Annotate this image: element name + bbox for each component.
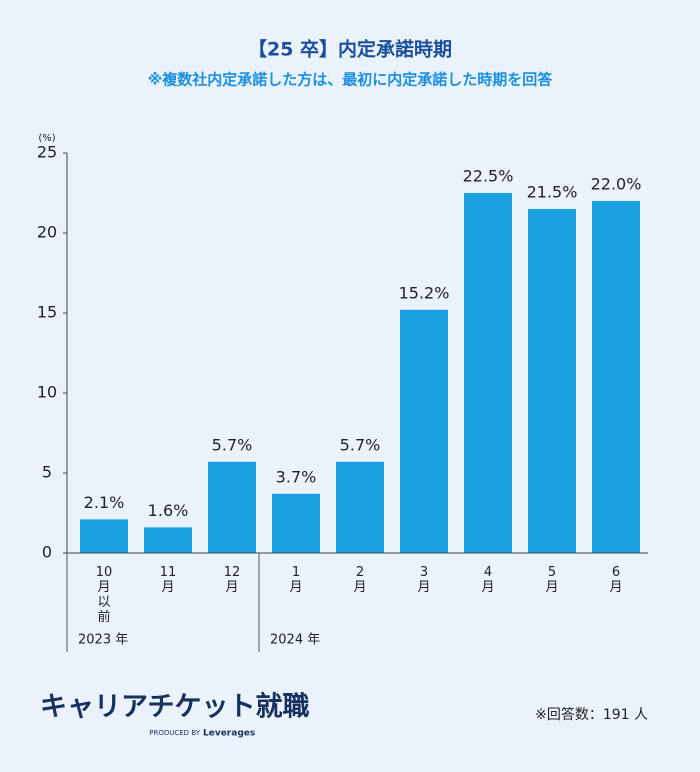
produced-by: PRODUCED BY [149, 729, 200, 737]
value-label: 3.7% [276, 467, 317, 486]
value-label: 22.0% [591, 175, 642, 194]
logo: キャリアチケット就職 [40, 692, 309, 723]
y-tick-label: 20 [37, 223, 57, 242]
y-tick-label: 10 [37, 383, 57, 402]
bar [464, 193, 512, 553]
bar [272, 493, 320, 553]
value-label: 2.1% [84, 493, 125, 512]
chart-title: 【25 卒】内定承諾時期 [248, 38, 452, 61]
response-note: ※回答数：191 人 [535, 706, 648, 723]
brand: Leverages [203, 729, 255, 739]
value-label: 1.6% [148, 501, 189, 520]
y-tick-label: 15 [37, 303, 57, 322]
x-tick-label: 10 月以前 [96, 565, 113, 625]
bar [592, 201, 640, 553]
chart-subtitle: ※複数社内定承諾した方は、最初に内定承諾した時期を回答 [148, 71, 554, 89]
y-tick-label: 25 [37, 143, 57, 162]
bar [80, 519, 128, 553]
y-unit: (%) [38, 133, 55, 144]
bar [144, 527, 192, 553]
x-tick-label: 12 月 [224, 565, 241, 595]
group-label: 2024 年 [270, 633, 320, 648]
group-label: 2023 年 [78, 633, 128, 648]
value-label: 21.5% [527, 183, 578, 202]
value-label: 15.2% [399, 283, 450, 302]
value-label: 5.7% [212, 435, 253, 454]
y-tick-label: 5 [42, 463, 52, 482]
bar [336, 461, 384, 553]
bar [208, 461, 256, 553]
bar [400, 309, 448, 553]
y-tick-label: 0 [42, 543, 52, 562]
bar [528, 209, 576, 553]
x-tick-label: 11 月 [160, 565, 177, 595]
value-label: 5.7% [340, 435, 381, 454]
value-label: 22.5% [463, 167, 514, 186]
